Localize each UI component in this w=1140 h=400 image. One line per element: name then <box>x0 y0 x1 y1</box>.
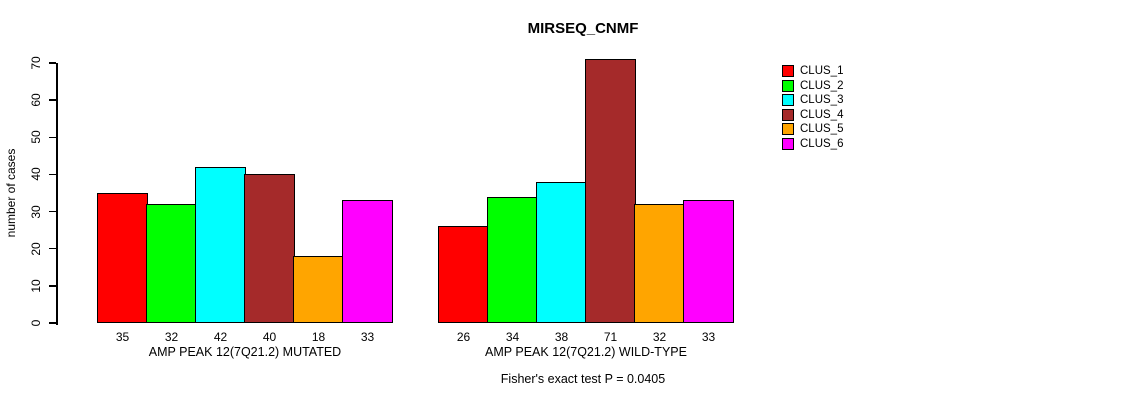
bar-value-label: 34 <box>505 330 520 344</box>
y-tick <box>49 62 56 64</box>
bar-value-label: 35 <box>115 330 130 344</box>
bar-value-label: 42 <box>213 330 228 344</box>
y-tick-label: 0 <box>29 319 43 327</box>
y-tick-label: 60 <box>29 93 43 107</box>
bar-clus_2 <box>146 204 197 323</box>
bar-clus_4 <box>244 174 295 323</box>
legend-swatch-clus_2 <box>782 79 794 92</box>
bar-value-label: 26 <box>456 330 471 344</box>
bar-clus_5 <box>293 256 344 323</box>
y-tick <box>49 322 56 324</box>
bar-clus_2 <box>487 196 538 323</box>
bar-value-label: 40 <box>262 330 277 344</box>
group-label: AMP PEAK 12(7Q21.2) WILD-TYPE <box>485 345 687 359</box>
y-tick-label: 30 <box>29 204 43 219</box>
legend-label: CLUS_5 <box>800 123 844 136</box>
legend-label: CLUS_3 <box>800 94 844 107</box>
legend-label: CLUS_2 <box>800 79 844 92</box>
bar-value-label: 33 <box>701 330 716 344</box>
legend-label: CLUS_4 <box>800 108 844 121</box>
legend-swatch-clus_6 <box>782 138 794 150</box>
bar-value-label: 32 <box>652 330 667 344</box>
y-tick-label: 20 <box>29 242 43 256</box>
bar-value-label: 32 <box>164 330 179 344</box>
y-tick <box>49 247 56 250</box>
fisher-test-annotation: Fisher's exact test P = 0.0405 <box>500 372 666 386</box>
bar-clus_1 <box>438 226 489 323</box>
y-tick-label: 50 <box>29 130 43 144</box>
legend-label: CLUS_1 <box>800 65 844 77</box>
y-tick <box>49 210 56 213</box>
bar-value-label: 33 <box>360 330 375 344</box>
legend-swatch-clus_3 <box>782 94 794 107</box>
legend-swatch-clus_5 <box>782 123 794 136</box>
y-tick-label: 10 <box>29 279 43 293</box>
bar-value-label: 18 <box>311 330 326 344</box>
bar-clus_4 <box>585 59 636 323</box>
y-tick <box>49 285 56 287</box>
bar-clus_1 <box>97 193 148 323</box>
legend-swatch-clus_1 <box>782 65 794 77</box>
y-tick <box>49 99 56 101</box>
y-tick <box>49 136 56 139</box>
group-label: AMP PEAK 12(7Q21.2) MUTATED <box>148 345 342 359</box>
y-tick <box>49 173 56 176</box>
legend-label: CLUS_6 <box>800 138 844 150</box>
bar-clus_6 <box>342 200 393 323</box>
chart-title: MIRSEQ_CNMF <box>527 20 639 37</box>
y-axis <box>56 63 58 325</box>
y-axis-title: number of cases <box>4 148 18 238</box>
bar-clus_5 <box>634 204 685 323</box>
bar-value-label: 38 <box>554 330 569 344</box>
bar-value-label: 71 <box>603 330 618 344</box>
y-tick-label: 70 <box>29 56 43 70</box>
bar-clus_3 <box>195 167 246 323</box>
bar-clus_3 <box>536 181 587 323</box>
legend-swatch-clus_4 <box>782 108 794 121</box>
bar-clus_6 <box>683 200 734 323</box>
y-tick-label: 40 <box>29 167 43 182</box>
